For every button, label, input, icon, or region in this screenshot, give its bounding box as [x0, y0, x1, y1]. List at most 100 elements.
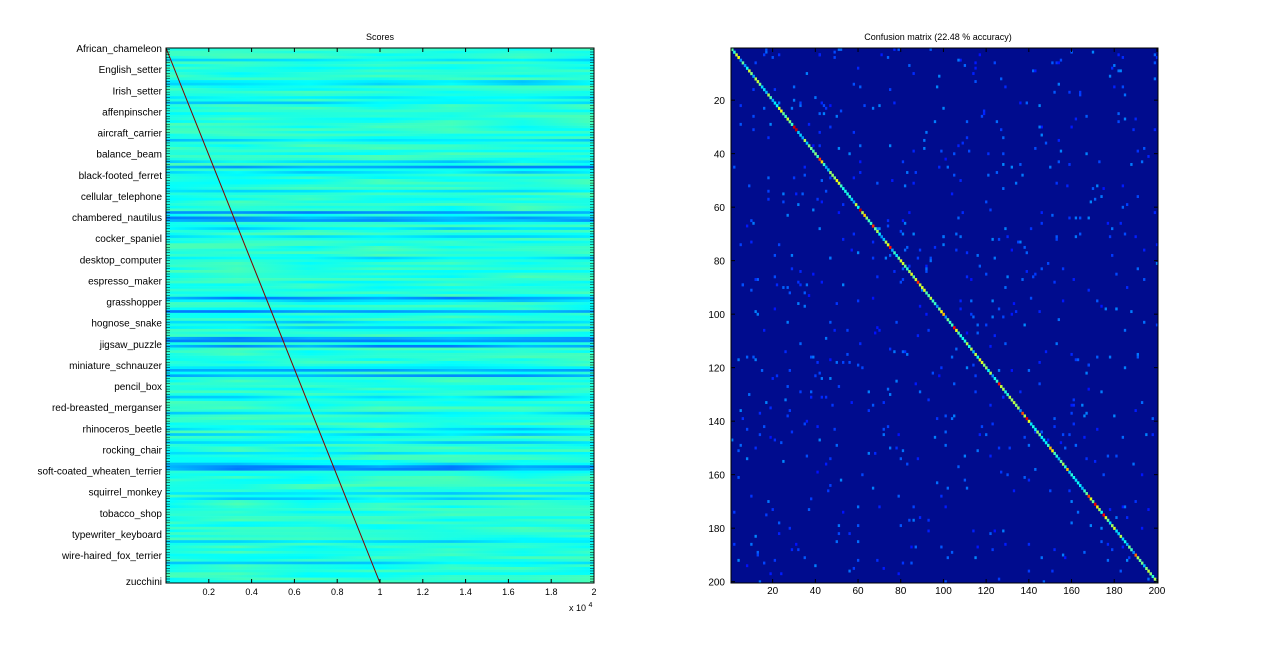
confusion-cell: [758, 433, 762, 437]
scores-row: [166, 243, 594, 247]
confusion-cell: [1010, 165, 1014, 169]
confusion-cell: [839, 478, 843, 482]
confusion-cell: [878, 104, 881, 108]
confusion-cell: [991, 315, 994, 319]
confusion-diagonal-cell: [854, 203, 858, 207]
scores-row: [166, 320, 594, 324]
confusion-cell: [1059, 441, 1063, 445]
confusion-diagonal-cell: [997, 382, 1001, 386]
scores-row: [166, 200, 594, 204]
confusion-diagonal-cell: [775, 104, 779, 108]
confusion-cell: [820, 377, 823, 380]
confusion-cell: [899, 280, 902, 284]
confusion-cell: [903, 221, 907, 225]
confusion-cell: [1113, 85, 1116, 89]
confusion-cell: [925, 270, 928, 273]
confusion-cell: [950, 550, 954, 554]
confusion-cell: [974, 80, 977, 83]
confusion-diagonal-cell: [978, 358, 982, 362]
confusion-matrix-frame: [730, 47, 1159, 584]
scores-row: [166, 574, 594, 578]
confusion-diagonal-cell: [874, 227, 877, 231]
scores-row: [166, 534, 594, 538]
cm-x-tick-label: 200: [1149, 586, 1166, 597]
confusion-diagonal-cell: [1132, 550, 1135, 554]
confusion-cell: [914, 382, 917, 386]
confusion-diagonal-cell: [1079, 484, 1082, 488]
scores-y-tick-label: wire-haired_fox_terrier: [61, 551, 163, 562]
confusion-diagonal-cell: [1123, 540, 1127, 544]
confusion-cell: [839, 48, 843, 51]
confusion-cell: [1153, 211, 1157, 215]
confusion-matrix-title: Confusion matrix (22.48 % accuracy): [864, 32, 1012, 42]
confusion-cell: [731, 438, 734, 442]
scores-row: [166, 382, 594, 386]
confusion-cell: [974, 556, 977, 560]
confusion-diagonal-cell: [1014, 403, 1018, 407]
confusion-cell: [752, 221, 755, 225]
confusion-cell: [1151, 433, 1154, 437]
confusion-cell: [741, 283, 744, 287]
confusion-diagonal-cell: [955, 328, 958, 332]
confusion-cell: [940, 545, 943, 549]
confusion-cell: [1134, 235, 1137, 239]
confusion-cell: [1128, 556, 1131, 560]
confusion-cell: [814, 96, 817, 100]
scores-row: [166, 117, 594, 121]
confusion-diagonal-cell: [987, 369, 990, 373]
confusion-diagonal-cell: [1040, 435, 1044, 439]
scores-row: [166, 406, 594, 410]
scores-row: [166, 347, 594, 351]
confusion-diagonal-cell: [963, 339, 967, 343]
confusion-cell: [1153, 128, 1157, 132]
confusion-diagonal-cell: [803, 138, 807, 143]
confusion-cell: [953, 152, 956, 156]
confusion-cell: [944, 505, 947, 509]
scores-row: [166, 459, 594, 463]
confusion-cell: [944, 414, 947, 418]
confusion-cell: [824, 462, 828, 466]
confusion-cell: [957, 144, 960, 148]
confusion-cell: [876, 275, 879, 279]
confusion-diagonal-cell: [912, 275, 916, 279]
cm-x-tick-label: 120: [978, 586, 995, 597]
confusion-cell: [1034, 467, 1037, 471]
confusion-cell: [1074, 216, 1078, 220]
scores-row: [166, 387, 594, 391]
scores-y-tick-label: rocking_chair: [103, 445, 163, 456]
confusion-cell: [756, 553, 759, 557]
confusion-cell: [1087, 216, 1090, 220]
confusion-cell: [784, 398, 787, 402]
confusion-cell: [788, 526, 791, 530]
confusion-cell: [938, 374, 941, 378]
scores-row: [166, 146, 594, 150]
confusion-cell: [848, 360, 851, 364]
scores-y-tick-label: hognose_snake: [91, 319, 162, 330]
confusion-diagonal-cell: [1089, 497, 1093, 501]
confusion-cell: [893, 350, 896, 354]
scores-row: [166, 120, 594, 124]
confusion-cell: [1151, 417, 1154, 421]
confusion-diagonal-cell: [835, 179, 839, 183]
confusion-cell: [871, 296, 875, 300]
scores-row: [166, 74, 594, 78]
scores-row: [166, 270, 594, 273]
confusion-cell: [1034, 272, 1037, 276]
cm-y-tick-label: 180: [708, 524, 725, 535]
confusion-cell: [1068, 216, 1071, 220]
scores-row: [166, 454, 594, 458]
scores-row: [166, 96, 594, 100]
confusion-cell: [908, 264, 911, 268]
confusion-cell: [1068, 489, 1071, 493]
confusion-cell: [955, 232, 958, 236]
confusion-cell: [1119, 569, 1122, 573]
confusion-cell: [799, 270, 802, 273]
confusion-cell: [795, 542, 798, 546]
confusion-cell: [1004, 286, 1007, 289]
confusion-cell: [737, 358, 740, 362]
confusion-cell: [756, 312, 759, 316]
scores-row: [166, 532, 594, 536]
confusion-cell: [1051, 61, 1054, 65]
confusion-cell: [938, 74, 941, 78]
confusion-cell: [1079, 90, 1082, 94]
